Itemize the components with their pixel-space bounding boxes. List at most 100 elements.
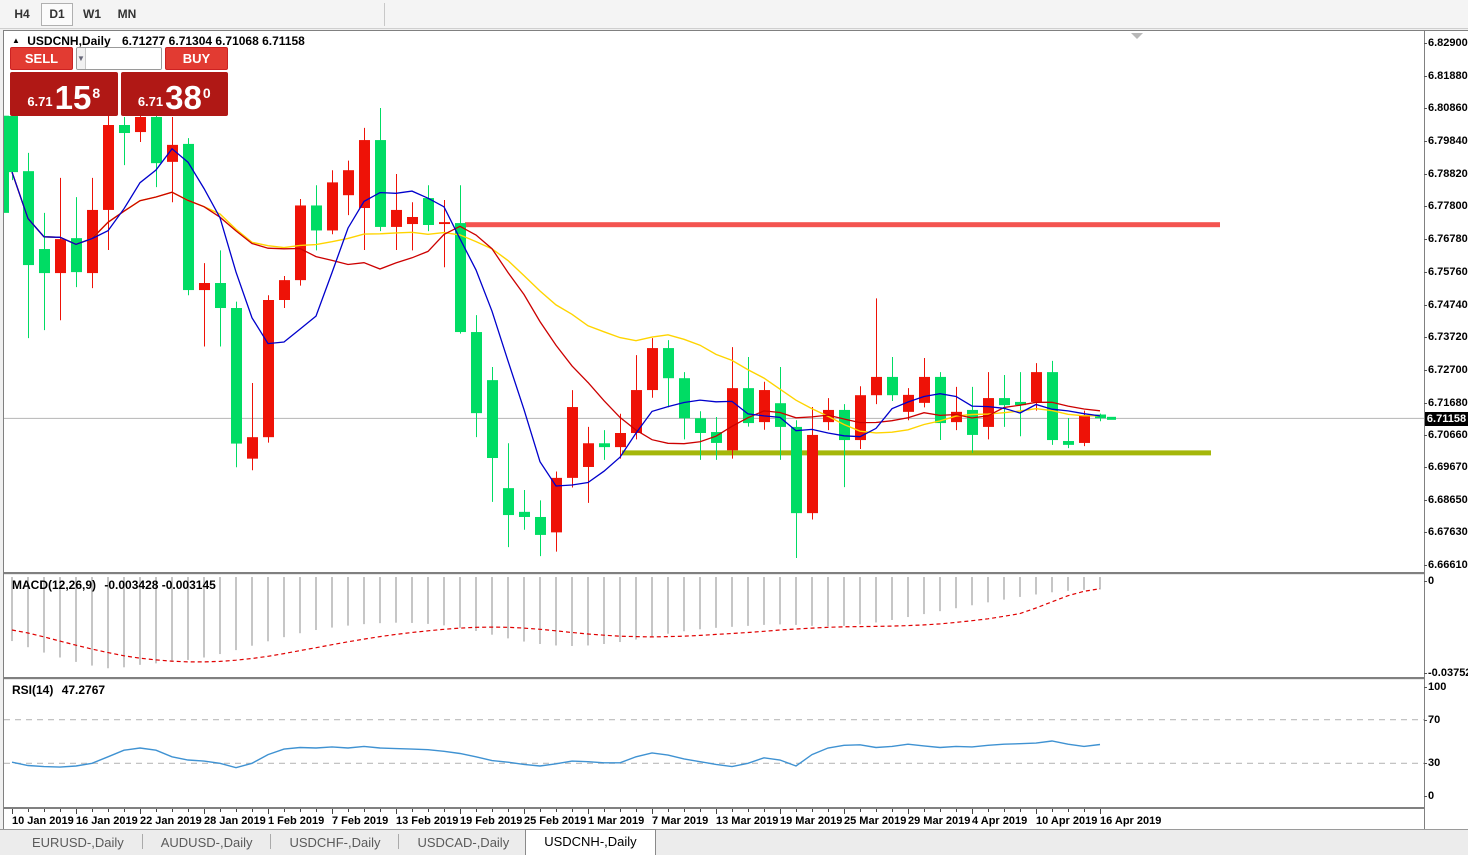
- timeframe-button-w1[interactable]: W1: [83, 7, 101, 21]
- price-axis-label: 6.78820: [1424, 167, 1468, 180]
- price-axis-label: 6.73720: [1424, 331, 1468, 344]
- date-tick: [620, 809, 621, 812]
- candle: [871, 298, 882, 405]
- symbol-tab-usdcad[interactable]: USDCAD-,Daily: [417, 835, 510, 850]
- candle: [471, 315, 482, 438]
- date-label: 25 Feb 2019: [524, 815, 587, 827]
- candle: [983, 372, 994, 440]
- price-axis-label: 6.79840: [1424, 135, 1468, 148]
- date-tick: [892, 809, 893, 812]
- current-price-badge: 6.71158: [1425, 412, 1468, 427]
- bid-price-big: 15: [54, 79, 92, 116]
- candle: [87, 177, 98, 289]
- candle: [919, 358, 930, 408]
- candle: [135, 115, 146, 142]
- rsi-label: RSI(14) 47.2767: [12, 683, 106, 697]
- date-tick: [844, 809, 845, 814]
- date-tick: [1084, 809, 1085, 812]
- candle: [951, 386, 962, 431]
- candle: [455, 185, 466, 334]
- pane-separator[interactable]: [4, 572, 1468, 575]
- date-tick: [1100, 809, 1101, 814]
- date-tick: [780, 809, 781, 814]
- date-tick: [60, 809, 61, 812]
- rsi-axis-label: 0: [1423, 790, 1435, 802]
- date-tick: [476, 809, 477, 812]
- date-tick: [428, 809, 429, 812]
- volume-input[interactable]: [85, 48, 161, 69]
- symbol-tab-usdcnh[interactable]: USDCNH-,Daily: [525, 829, 656, 855]
- symbol-tab-bar: EURUSD-,Daily AUDUSD-,Daily USDCHF-,Daily U…: [0, 829, 1468, 855]
- volume-decrease-button[interactable]: ▼: [77, 48, 86, 69]
- candle: [695, 411, 706, 460]
- date-label: 19 Feb 2019: [460, 815, 523, 827]
- symbol-tab-usdchf[interactable]: USDCHF-,Daily: [289, 835, 381, 850]
- rsi-axis-label: 30: [1423, 757, 1441, 770]
- candle: [151, 115, 162, 188]
- date-tick: [236, 809, 237, 812]
- candle: [1063, 417, 1074, 449]
- date-label: 29 Mar 2019: [908, 815, 971, 827]
- date-tick: [572, 809, 573, 812]
- date-tick: [252, 809, 253, 812]
- timeframe-toolbar: H4 D1 W1 MN: [0, 0, 1468, 29]
- pane-separator[interactable]: [4, 677, 1468, 680]
- candle: [359, 127, 370, 251]
- price-axis[interactable]: 6.82900 6.81880 6.80860 6.79840 6.78820 6.778…: [1423, 31, 1468, 829]
- ask-price-tile[interactable]: 6.71 38 0: [120, 72, 228, 116]
- candle: [503, 443, 514, 548]
- ask-price-sup: 0: [202, 85, 211, 101]
- tab-divider: [398, 834, 400, 849]
- timeframe-button-h4[interactable]: H4: [14, 7, 30, 21]
- candle: [807, 407, 818, 520]
- date-tick: [460, 809, 461, 814]
- candle: [599, 430, 610, 460]
- date-tick: [1068, 809, 1069, 812]
- candle: [4, 115, 9, 213]
- buy-button[interactable]: BUY: [165, 47, 228, 70]
- ma-medium-line: [11, 171, 1101, 445]
- price-axis-label: 6.69670: [1424, 461, 1468, 474]
- rsi-line: [11, 740, 1101, 769]
- candle: [7, 112, 18, 181]
- candle: [887, 357, 898, 401]
- price-axis-label: 6.66610: [1424, 559, 1468, 572]
- bid-price-tile[interactable]: 6.71 15 8: [10, 72, 118, 116]
- date-tick: [508, 809, 509, 812]
- price-axis-label: 6.70660: [1424, 429, 1468, 442]
- macd-pane[interactable]: MACD(12,26,9) -0.003428 -0.003145: [4, 575, 1424, 677]
- date-tick: [604, 809, 605, 812]
- candle: [967, 386, 978, 453]
- date-tick: [876, 809, 877, 812]
- date-tick: [332, 809, 333, 814]
- price-axis-label: 6.75760: [1424, 265, 1468, 278]
- price-axis-label: 6.80860: [1424, 102, 1468, 115]
- date-tick: [124, 809, 125, 812]
- tab-divider: [270, 834, 272, 849]
- date-label: 10 Jan 2019: [12, 815, 74, 827]
- main-price-chart[interactable]: [4, 31, 1424, 572]
- sell-button[interactable]: SELL: [10, 47, 73, 70]
- date-label: 7 Feb 2019: [332, 815, 389, 827]
- timeframe-button-d1[interactable]: D1: [41, 2, 73, 26]
- date-label: 22 Jan 2019: [140, 815, 202, 827]
- candle: [39, 212, 50, 331]
- symbol-tab-eurusd[interactable]: EURUSD-,Daily: [32, 835, 124, 850]
- rsi-axis-label: 70: [1423, 713, 1441, 726]
- rsi-pane[interactable]: RSI(14) 47.2767: [4, 680, 1424, 807]
- collapse-triangle-icon[interactable]: ▲: [12, 36, 20, 45]
- candle: [375, 108, 386, 232]
- symbol-tab-audusd[interactable]: AUDUSD-,Daily: [160, 835, 253, 850]
- date-tick: [12, 809, 13, 814]
- rsi-axis-label: 100: [1423, 681, 1447, 693]
- date-label: 16 Jan 2019: [76, 815, 138, 827]
- candle: [999, 374, 1010, 427]
- price-axis-label: 6.81880: [1424, 69, 1468, 82]
- candle: [55, 177, 66, 321]
- candle: [23, 152, 34, 339]
- candle: [663, 340, 674, 408]
- date-tick: [188, 809, 189, 812]
- timeframe-button-mn[interactable]: MN: [117, 7, 137, 21]
- ma-fast-line: [11, 147, 1101, 487]
- date-tick: [940, 809, 941, 812]
